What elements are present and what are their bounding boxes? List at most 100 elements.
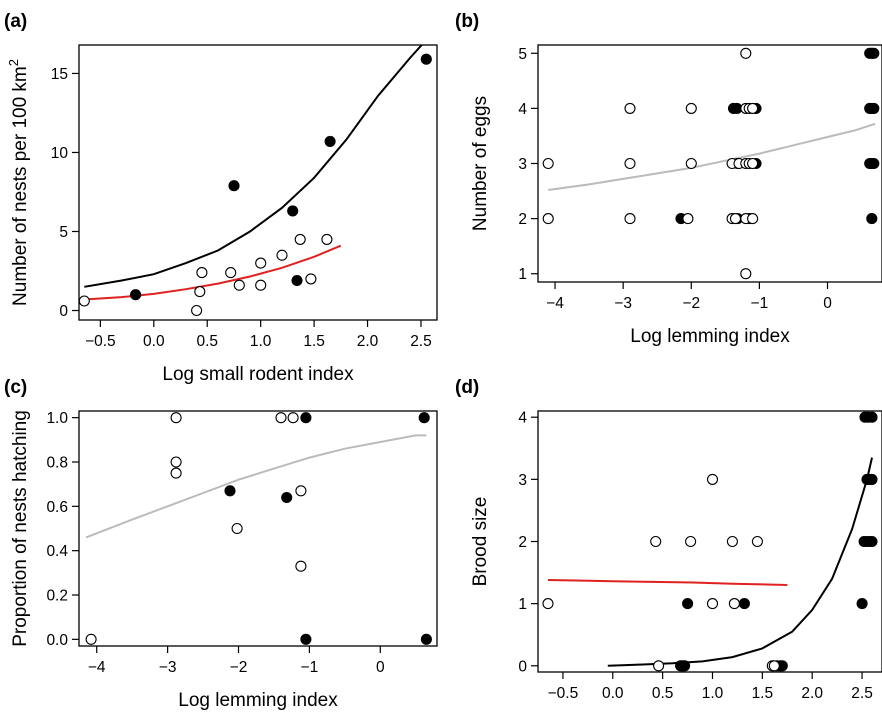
y-tick-label: 15 [51,66,68,83]
y-tick-label: 1.0 [46,410,68,427]
x-tick-label: 0 [376,659,385,676]
panel-label: (b) [455,11,479,32]
data-point-open [321,233,333,245]
y-axis-label: Number of eggs [470,96,491,231]
x-tick-label: −2 [230,659,248,676]
fitted-curve [548,122,876,191]
x-tick-label: 0.5 [196,333,218,350]
data-point-filled [866,213,878,225]
data-point-filled [418,412,430,424]
y-tick-label: 3 [518,156,527,173]
y-tick-label: 2 [518,534,527,551]
panel-2: (b) −4 −3 −2 −1 0 1 2 3 4 5 Log lemming index Number… [455,11,882,347]
y-tick-label: 1 [518,266,527,283]
data-point-open [233,279,245,291]
data-point-open [295,485,307,497]
y-tick-label: 0.8 [46,454,68,471]
x-tick-label: −1 [301,659,319,676]
data-point-open [170,456,182,468]
data-point-open [542,598,554,610]
panel-label: (c) [4,377,27,398]
data-point-open [624,157,636,170]
y-axis-label: Proportion of nests hatching [10,410,31,647]
x-tick-label: −4 [88,659,106,676]
y-axis-label-text: Proportion of nests hatching [10,410,31,647]
x-axis-label: Log lemming index [178,690,338,711]
data-point-open [653,660,665,672]
data-point-open [225,267,237,279]
y-tick-label: 0.2 [46,588,68,605]
data-point-filled [866,535,878,548]
x-tick-label: 2.5 [851,685,873,702]
y-axis-label-superscript: 2 [6,59,21,66]
x-tick-label: 0.0 [143,333,165,350]
y-tick-label: 1 [518,596,527,613]
y-tick-label: 0 [59,303,68,320]
data-point-open [170,412,182,424]
x-axis-label: Log lemming index [630,326,790,347]
x-tick-label: −4 [546,295,564,312]
data-point-filled [868,47,880,59]
data-point-filled [420,633,432,645]
data-point-open [231,522,243,535]
plot-frame [537,410,882,673]
panel-label: (a) [4,11,27,32]
data-point-filled [856,598,868,610]
data-point-open [624,213,636,225]
data-point-filled [420,53,432,65]
data-point-open [78,295,90,307]
data-point-open [287,412,299,424]
panel-3: (c) −4 −3 −2 −1 0 0.0 0.2 0.4 0.6 0.8 1.0 Log lemmin… [4,377,438,711]
fitted-curve [84,45,424,288]
y-tick-label: 4 [518,410,527,427]
data-point-open [726,535,738,548]
x-tick-label: −0.5 [85,333,116,350]
data-point-filled [224,485,236,497]
x-tick-label: −1 [751,295,769,312]
data-point-open [196,267,208,279]
x-tick-label: 2.0 [357,333,379,350]
data-point-open [740,47,752,59]
y-axis-label-text: Brood size [470,497,491,587]
data-point-filled [868,157,880,170]
x-tick-label: 2.0 [801,685,823,702]
plot-frame [78,44,438,321]
fitted-curve [607,457,873,667]
fitted-curve [84,244,342,301]
data-point-filled [291,274,303,287]
data-point-open [275,412,287,424]
x-tick-label: 0.0 [602,685,624,702]
y-axis-label: Brood size [470,497,491,587]
data-point-open [170,467,182,479]
data-point-open [294,233,306,245]
x-tick-label: 2.5 [410,333,432,350]
data-point-open [706,598,719,610]
data-point-filled [679,660,691,672]
data-point-filled [130,289,142,301]
data-point-open [728,598,740,610]
data-point-open [542,213,554,225]
data-point-open [255,257,267,269]
x-tick-label: 0.5 [652,685,674,702]
data-point-filled [868,102,880,114]
x-axis-label: Log small rodent index [162,364,354,385]
data-point-open [685,157,697,170]
panel-label: (d) [455,377,479,398]
x-tick-label: 1.5 [752,685,774,702]
data-point-filled [287,205,299,217]
y-tick-label: 0.6 [46,499,68,516]
data-point-filled [866,411,878,423]
data-point-open [191,304,203,317]
data-point-open [542,157,554,170]
data-point-open [706,473,719,485]
y-tick-label: 0.0 [46,632,68,649]
panel-1: (a) −0.5 0.0 0.5 1.0 1.5 2.0 2.5 0 5 10 15 Log small… [4,11,438,385]
data-point-open [650,535,662,548]
data-point-open [194,286,206,298]
data-point-open [685,102,697,114]
fitted-curve [85,434,427,539]
data-point-filled [324,135,336,147]
y-tick-label: 0.4 [46,543,68,560]
data-point-open [740,268,752,280]
data-point-filled [682,598,694,610]
